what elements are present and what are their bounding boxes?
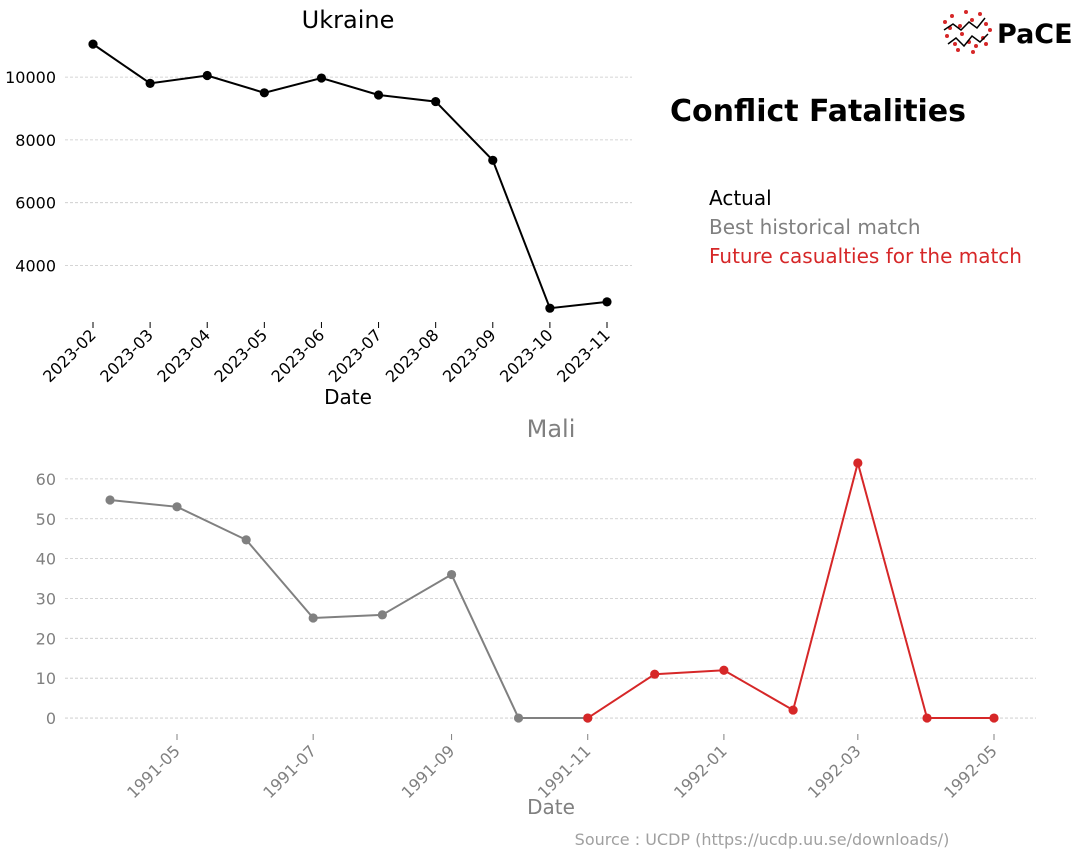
- ukraine-point-2023-11: [602, 297, 612, 307]
- mali-y-tick-label: 40: [36, 550, 56, 569]
- logo-line-lower: [947, 33, 989, 48]
- mali-x-tick-label: 1991-05: [123, 741, 184, 802]
- mali-x-tick-label: 1992-01: [670, 741, 731, 802]
- ukraine-x-tick-label: 2023-10: [496, 325, 557, 386]
- mali-future-point-1991-12-01: [650, 669, 660, 679]
- ukraine-point-2023-02: [88, 39, 98, 49]
- pace-logo-text: PaCE: [997, 19, 1072, 50]
- ukraine-point-2023-03: [145, 78, 155, 88]
- ukraine-x-tick-label: 2023-11: [553, 325, 614, 386]
- mali-historical-point-1991-07-01: [308, 613, 318, 623]
- mali-future-point-1991-11-01: [583, 713, 593, 723]
- ukraine-chart: 400060008000100002023-022023-032023-0420…: [5, 6, 632, 409]
- mali-x-tick-label: 1992-03: [804, 741, 865, 802]
- ukraine-y-tick-label: 8000: [15, 131, 56, 150]
- mali-y-tick-label: 20: [36, 629, 56, 648]
- mali-historical-point-1991-08-01: [377, 610, 387, 620]
- mali-x-axis-label: Date: [527, 795, 575, 819]
- mali-future-line: [587, 459, 994, 720]
- logo-dot-2: [958, 24, 962, 28]
- ukraine-y-tick-label: 10000: [5, 68, 56, 87]
- ukraine-y-tick-label: 4000: [15, 256, 56, 275]
- pace-logo-mark-icon: [943, 10, 992, 54]
- mali-x-tick-label: 1992-05: [940, 741, 1001, 802]
- logo-dot-4: [970, 18, 974, 22]
- ukraine-x-tick-label: 2023-04: [153, 325, 214, 386]
- legend-item-best-historical-match: Best historical match: [709, 215, 921, 239]
- mali-historical-point-1991-09-01: [446, 569, 457, 580]
- ukraine-point-2023-10: [545, 303, 555, 313]
- ukraine-x-tick-label: 2023-06: [268, 325, 329, 386]
- mali-future-point-1992-05-01: [989, 713, 999, 723]
- logo-dot-11: [974, 44, 978, 48]
- logo-dot-5: [978, 12, 982, 16]
- mali-x-tick-label: 1991-11: [534, 741, 595, 802]
- mali-y-tick-label: 50: [36, 510, 56, 529]
- mali-historical-point-1991-10-01: [513, 713, 524, 723]
- legend-item-actual: Actual: [709, 186, 772, 210]
- ukraine-x-tick-label: 2023-02: [39, 325, 100, 386]
- mali-y-tick-label: 30: [36, 589, 56, 608]
- mali-y-tick-label: 0: [46, 709, 56, 728]
- mali-x-tick-label: 1991-07: [259, 741, 320, 802]
- source-note: Source : UCDP (https://ucdp.uu.se/downlo…: [575, 830, 950, 849]
- logo-dot-13: [988, 28, 992, 32]
- pace-logo: PaCE: [943, 10, 1072, 54]
- logo-dot-0: [943, 20, 947, 24]
- ukraine-x-tick-label: 2023-09: [439, 325, 500, 386]
- ukraine-point-2023-06: [316, 73, 327, 83]
- logo-line-upper: [943, 17, 986, 31]
- mali-future-point-1992-03-01: [853, 458, 863, 468]
- logo-dot-15: [971, 50, 975, 54]
- legend: Actual Best historical match Future casu…: [709, 186, 1022, 268]
- ukraine-x-tick-label: 2023-07: [325, 325, 386, 386]
- mali-title: Mali: [527, 415, 576, 443]
- logo-dot-14: [956, 48, 960, 52]
- mali-historical-point-1991-04-01: [105, 495, 115, 505]
- logo-dot-7: [945, 34, 949, 38]
- mali-future-point-1992-02-01: [788, 705, 798, 715]
- mali-future-point-1992-01-01: [719, 665, 729, 675]
- mali-historical-point-1991-06-01: [241, 535, 251, 545]
- logo-dot-9: [960, 32, 964, 36]
- ukraine-x-tick-label: 2023-05: [210, 325, 271, 386]
- ukraine-point-2023-07: [373, 90, 384, 100]
- ukraine-point-2023-04: [202, 70, 212, 81]
- mali-y-tick-label: 10: [36, 669, 56, 688]
- mali-historical-line: [109, 499, 588, 720]
- legend-item-future-casualties: Future casualties for the match: [709, 244, 1022, 268]
- ukraine-y-tick-label: 6000: [15, 194, 56, 213]
- ukraine-x-axis-label: Date: [324, 385, 372, 409]
- ukraine-point-2023-05: [259, 88, 269, 98]
- figure-title: Conflict Fatalities: [670, 94, 966, 129]
- mali-chart: 0 10 20 30 40 50 60 1991-05 1991-07 1991-09 1991-1…: [36, 415, 1036, 819]
- logo-dot-8: [953, 42, 957, 46]
- logo-dot-6: [984, 22, 988, 26]
- ukraine-title: Ukraine: [302, 6, 395, 34]
- ukraine-point-2023-08: [431, 96, 441, 107]
- ukraine-point-2023-09: [488, 155, 498, 165]
- ukraine-series-line: [92, 43, 608, 310]
- ukraine-x-tick-label: 2023-08: [382, 325, 443, 386]
- logo-dot-17: [984, 42, 988, 46]
- ukraine-x-tick-label: 2023-03: [96, 325, 157, 386]
- mali-historical-point-1991-05-01: [172, 502, 182, 512]
- mali-future-point-1992-04-01: [922, 713, 932, 723]
- mali-x-tick-label: 1991-09: [398, 741, 459, 802]
- logo-dot-1: [950, 14, 954, 18]
- mali-y-tick-label: 60: [36, 470, 56, 489]
- logo-dot-3: [964, 10, 968, 14]
